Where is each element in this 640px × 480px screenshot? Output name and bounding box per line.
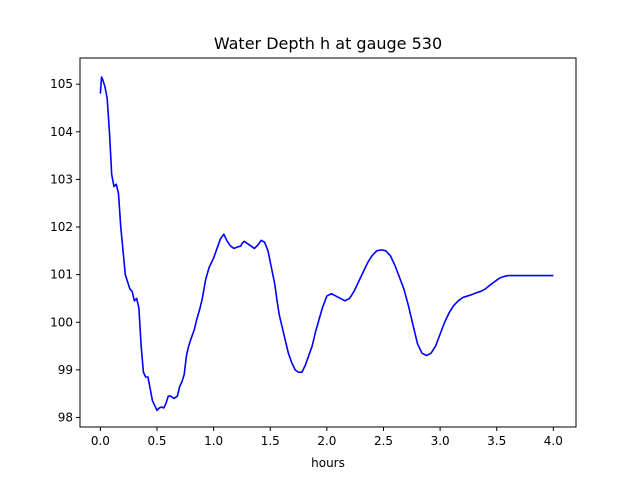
y-axis: 98 99 100 101 102 103 104 105 <box>50 77 80 424</box>
plot-frame <box>79 57 577 428</box>
y-tick-label: 99 <box>58 363 73 377</box>
y-tick-label: 98 <box>58 410 73 424</box>
x-tick-label: 0.5 <box>147 434 166 448</box>
plot-area <box>99 76 554 412</box>
chart-title: Water Depth h at gauge 530 <box>214 34 442 53</box>
series-line-0 <box>99 76 554 412</box>
y-tick-label: 102 <box>50 220 73 234</box>
x-tick-label: 0.0 <box>91 434 110 448</box>
y-tick-label: 100 <box>50 315 73 329</box>
x-axis: 0.0 0.5 1.0 1.5 2.0 2.5 3.0 3.5 4.0 <box>91 427 563 448</box>
x-tick-label: 4.0 <box>544 434 563 448</box>
x-tick-label: 3.5 <box>487 434 506 448</box>
y-tick-label: 103 <box>50 172 73 186</box>
x-tick-label: 1.5 <box>261 434 280 448</box>
y-tick-label: 104 <box>50 125 73 139</box>
x-tick-label: 1.0 <box>204 434 223 448</box>
x-tick-label: 3.0 <box>431 434 450 448</box>
y-tick-label: 101 <box>50 268 73 282</box>
x-tick-label: 2.5 <box>374 434 393 448</box>
x-axis-label: hours <box>311 456 345 470</box>
y-tick-label: 105 <box>50 77 73 91</box>
x-tick-label: 2.0 <box>317 434 336 448</box>
